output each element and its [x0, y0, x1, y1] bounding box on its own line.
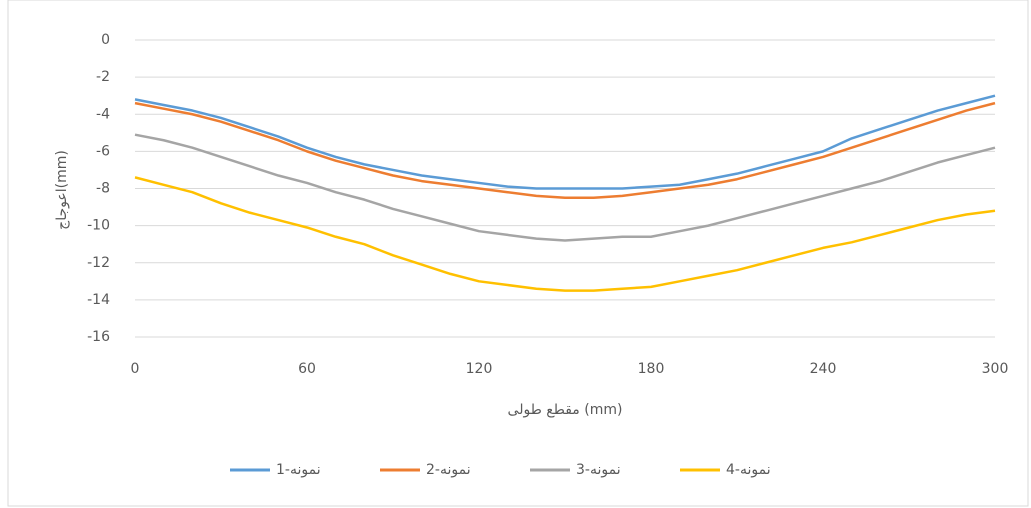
chart-frame: [7, 0, 1029, 507]
y-tick-label: -4: [96, 106, 110, 122]
x-tick-label: 180: [638, 361, 665, 377]
y-tick-label: -8: [96, 181, 110, 197]
y-tick-label: 0: [101, 32, 110, 48]
legend-label: نمونه-3: [576, 462, 621, 478]
x-axis-label: مقطع طولی (mm): [508, 402, 623, 418]
series-line: [134, 94, 996, 190]
y-tick-label: -10: [87, 218, 110, 234]
y-tick-label: -6: [96, 143, 110, 159]
series-line: [134, 101, 996, 200]
y-tick-label: -16: [87, 329, 110, 345]
x-tick-label: 120: [466, 361, 493, 377]
y-tick-label: -2: [96, 69, 110, 85]
y-tick-label: -12: [87, 255, 110, 271]
legend-label: نمونه-1: [276, 462, 321, 478]
legend-label: نمونه-4: [726, 462, 771, 478]
series-line: [134, 176, 996, 292]
legend-label: نمونه-2: [426, 462, 471, 478]
x-tick-label: 60: [298, 361, 316, 377]
x-tick-label: 0: [131, 361, 140, 377]
series-line: [134, 133, 996, 242]
x-tick-label: 240: [810, 361, 837, 377]
y-tick-label: -14: [87, 292, 110, 308]
y-axis-label: اعوجاج(mm): [54, 150, 70, 230]
x-tick-label: 300: [982, 361, 1009, 377]
